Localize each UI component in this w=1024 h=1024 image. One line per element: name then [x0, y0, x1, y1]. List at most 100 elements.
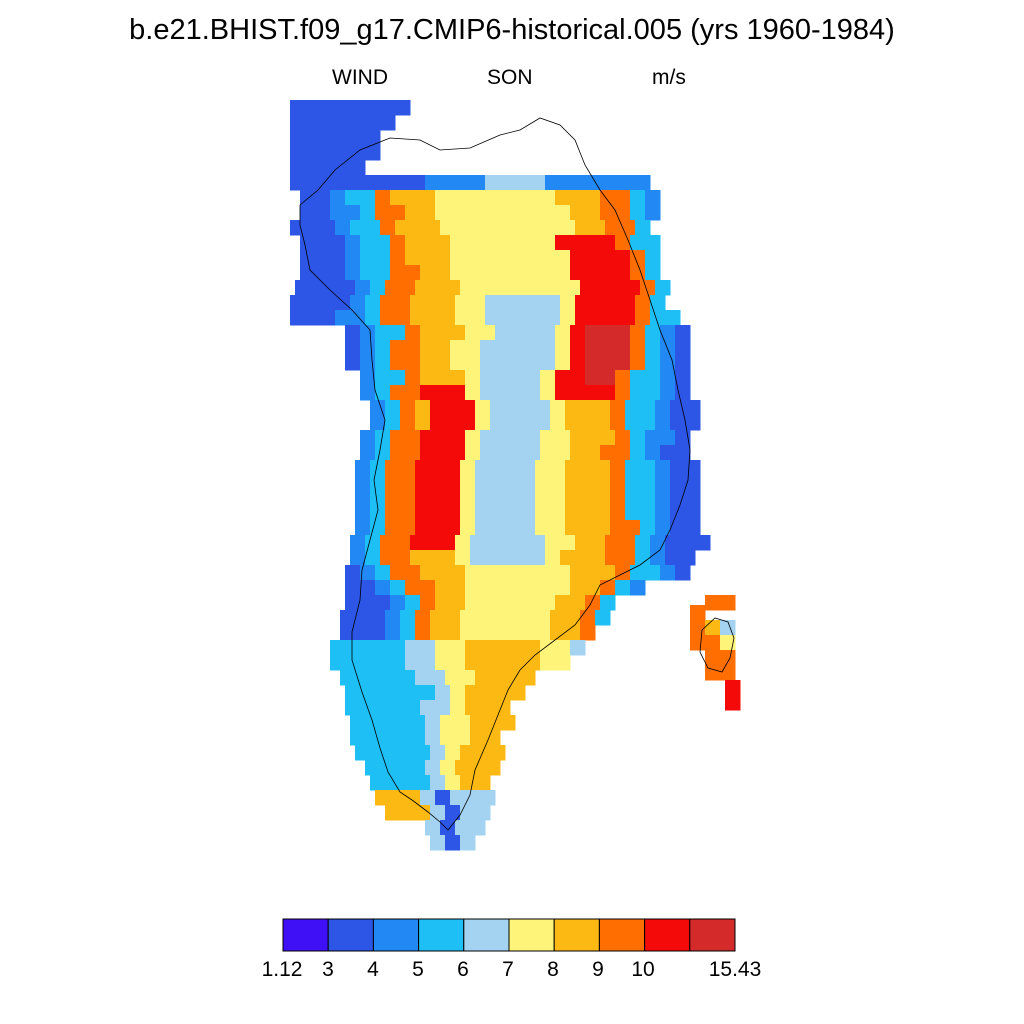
- wind-cell: [510, 565, 526, 581]
- wind-cell: [360, 580, 376, 596]
- wind-cell: [580, 610, 596, 626]
- wind-cell: [535, 505, 551, 521]
- greenland-coastline: [299, 117, 691, 831]
- wind-cell: [630, 355, 646, 371]
- wind-cell: [355, 280, 371, 296]
- wind-cell: [440, 220, 456, 236]
- wind-cell: [430, 670, 446, 686]
- wind-cell: [465, 235, 481, 251]
- wind-cell: [625, 415, 641, 431]
- wind-cell: [450, 325, 466, 341]
- wind-cell: [540, 445, 556, 461]
- units-label: m/s: [652, 66, 686, 89]
- wind-cell: [525, 265, 541, 281]
- wind-cell: [655, 520, 671, 536]
- wind-cell: [565, 280, 581, 296]
- wind-cell: [620, 550, 636, 566]
- wind-cell: [680, 535, 696, 551]
- wind-cell: [420, 655, 436, 671]
- wind-cell: [375, 340, 391, 356]
- wind-cell: [535, 490, 551, 506]
- wind-cell: [535, 400, 551, 416]
- wind-cell: [600, 250, 616, 266]
- wind-cell: [535, 280, 551, 296]
- wind-cell: [355, 610, 371, 626]
- wind-cell: [475, 520, 491, 536]
- wind-cell: [320, 175, 336, 191]
- wind-cell: [345, 565, 361, 581]
- wind-cell: [615, 430, 631, 446]
- wind-cell: [495, 565, 511, 581]
- wind-cell: [430, 745, 446, 761]
- wind-cell: [360, 325, 376, 341]
- wind-cell: [375, 700, 391, 716]
- wind-cell: [605, 535, 621, 551]
- wind-cell: [350, 100, 366, 116]
- wind-cell: [305, 175, 321, 191]
- wind-cell: [380, 715, 396, 731]
- wind-cell: [630, 430, 646, 446]
- wind-cell: [490, 400, 506, 416]
- wind-cell: [440, 550, 456, 566]
- wind-cell: [495, 205, 511, 221]
- wind-cell: [465, 685, 481, 701]
- wind-cell: [610, 505, 626, 521]
- wind-cell: [405, 790, 421, 806]
- wind-cell: [420, 205, 436, 221]
- wind-cell: [405, 685, 421, 701]
- wind-cell: [475, 505, 491, 521]
- wind-cell: [510, 190, 526, 206]
- wind-cell: [315, 190, 331, 206]
- wind-cell: [455, 820, 471, 836]
- wind-cell: [385, 520, 401, 536]
- wind-cell: [585, 385, 601, 401]
- wind-cell: [470, 715, 486, 731]
- wind-cell: [430, 625, 446, 641]
- wind-cell: [435, 580, 451, 596]
- wind-cell: [525, 565, 541, 581]
- wind-cell: [515, 295, 531, 311]
- wind-cell: [555, 250, 571, 266]
- wind-cell: [450, 250, 466, 266]
- wind-cell: [490, 670, 506, 686]
- wind-cell: [450, 565, 466, 581]
- wind-cell: [485, 730, 501, 746]
- wind-cell: [520, 610, 536, 626]
- wind-cell: [385, 475, 401, 491]
- wind-cell: [705, 595, 721, 611]
- wind-cell: [525, 250, 541, 266]
- wind-cell: [450, 790, 466, 806]
- wind-cell: [455, 760, 471, 776]
- wind-cell: [530, 310, 546, 326]
- wind-cell: [390, 235, 406, 251]
- wind-cell: [445, 805, 461, 821]
- wind-cell: [615, 340, 631, 356]
- wind-cell: [610, 415, 626, 431]
- wind-cell: [345, 355, 361, 371]
- wind-cell: [420, 685, 436, 701]
- wind-cell: [660, 565, 676, 581]
- wind-cell: [405, 265, 421, 281]
- wind-cell: [460, 670, 476, 686]
- wind-cell: [570, 580, 586, 596]
- wind-cell: [580, 460, 596, 476]
- wind-cell: [570, 325, 586, 341]
- wind-cell: [495, 370, 511, 386]
- wind-cell: [430, 505, 446, 521]
- wind-cell: [375, 655, 391, 671]
- wind-cell: [450, 445, 466, 461]
- wind-cell: [470, 820, 486, 836]
- wind-cell: [330, 235, 346, 251]
- wind-cell: [465, 385, 481, 401]
- wind-cell: [695, 535, 711, 551]
- wind-cell: [320, 130, 336, 146]
- wind-cell: [390, 355, 406, 371]
- wind-cell: [545, 310, 561, 326]
- wind-cell: [630, 325, 646, 341]
- wind-cell: [585, 580, 601, 596]
- wind-cell: [395, 310, 411, 326]
- wind-cell: [525, 205, 541, 221]
- map-title: b.e21.BHIST.f09_g17.CMIP6-historical.005…: [129, 14, 895, 46]
- wind-cell: [440, 760, 456, 776]
- wind-cell: [555, 190, 571, 206]
